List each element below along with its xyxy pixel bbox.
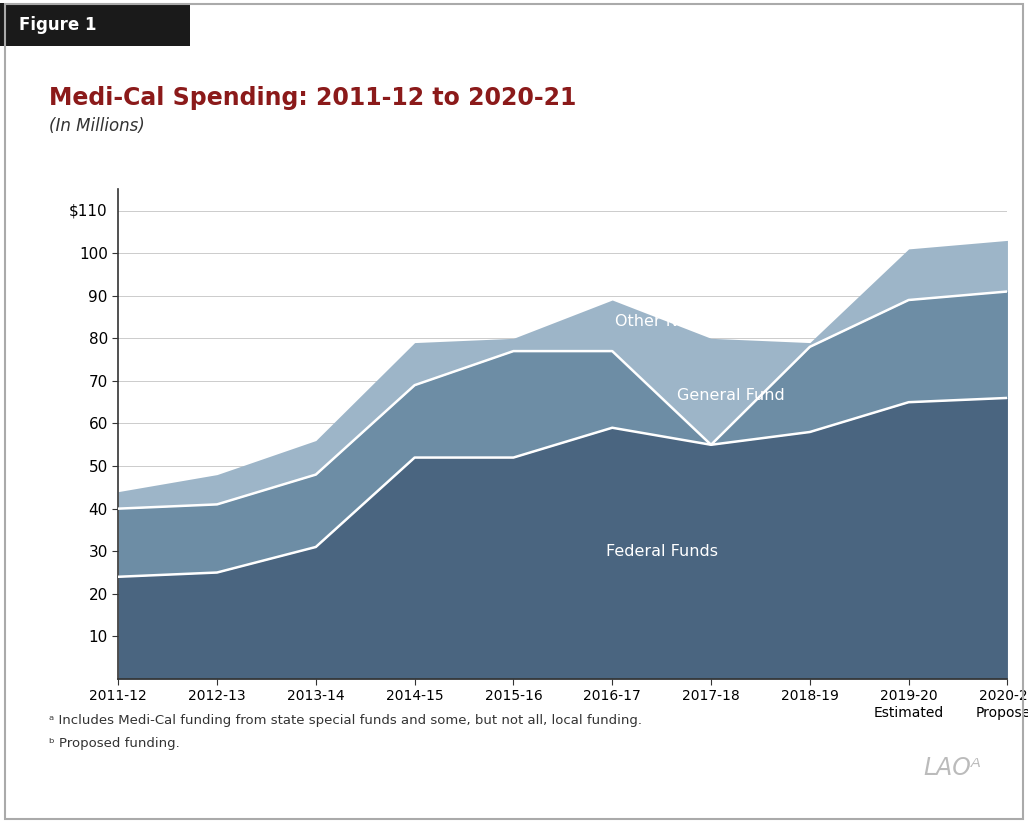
Text: LAOᴬ: LAOᴬ [924,756,982,780]
Text: Medi-Cal Spending: 2011-12 to 2020-21: Medi-Cal Spending: 2011-12 to 2020-21 [49,86,577,110]
Text: Federal Funds: Federal Funds [605,544,718,559]
Text: ᵃ Includes Medi-Cal funding from state special funds and some, but not all, loca: ᵃ Includes Medi-Cal funding from state s… [49,714,642,728]
Text: ᵇ Proposed funding.: ᵇ Proposed funding. [49,737,180,750]
Text: $110: $110 [69,203,107,218]
Text: General Fund: General Fund [676,388,784,403]
Text: Figure 1: Figure 1 [20,16,97,34]
Text: Other Nonfederal Funds: Other Nonfederal Funds [615,314,807,329]
Text: (In Millions): (In Millions) [49,117,145,135]
